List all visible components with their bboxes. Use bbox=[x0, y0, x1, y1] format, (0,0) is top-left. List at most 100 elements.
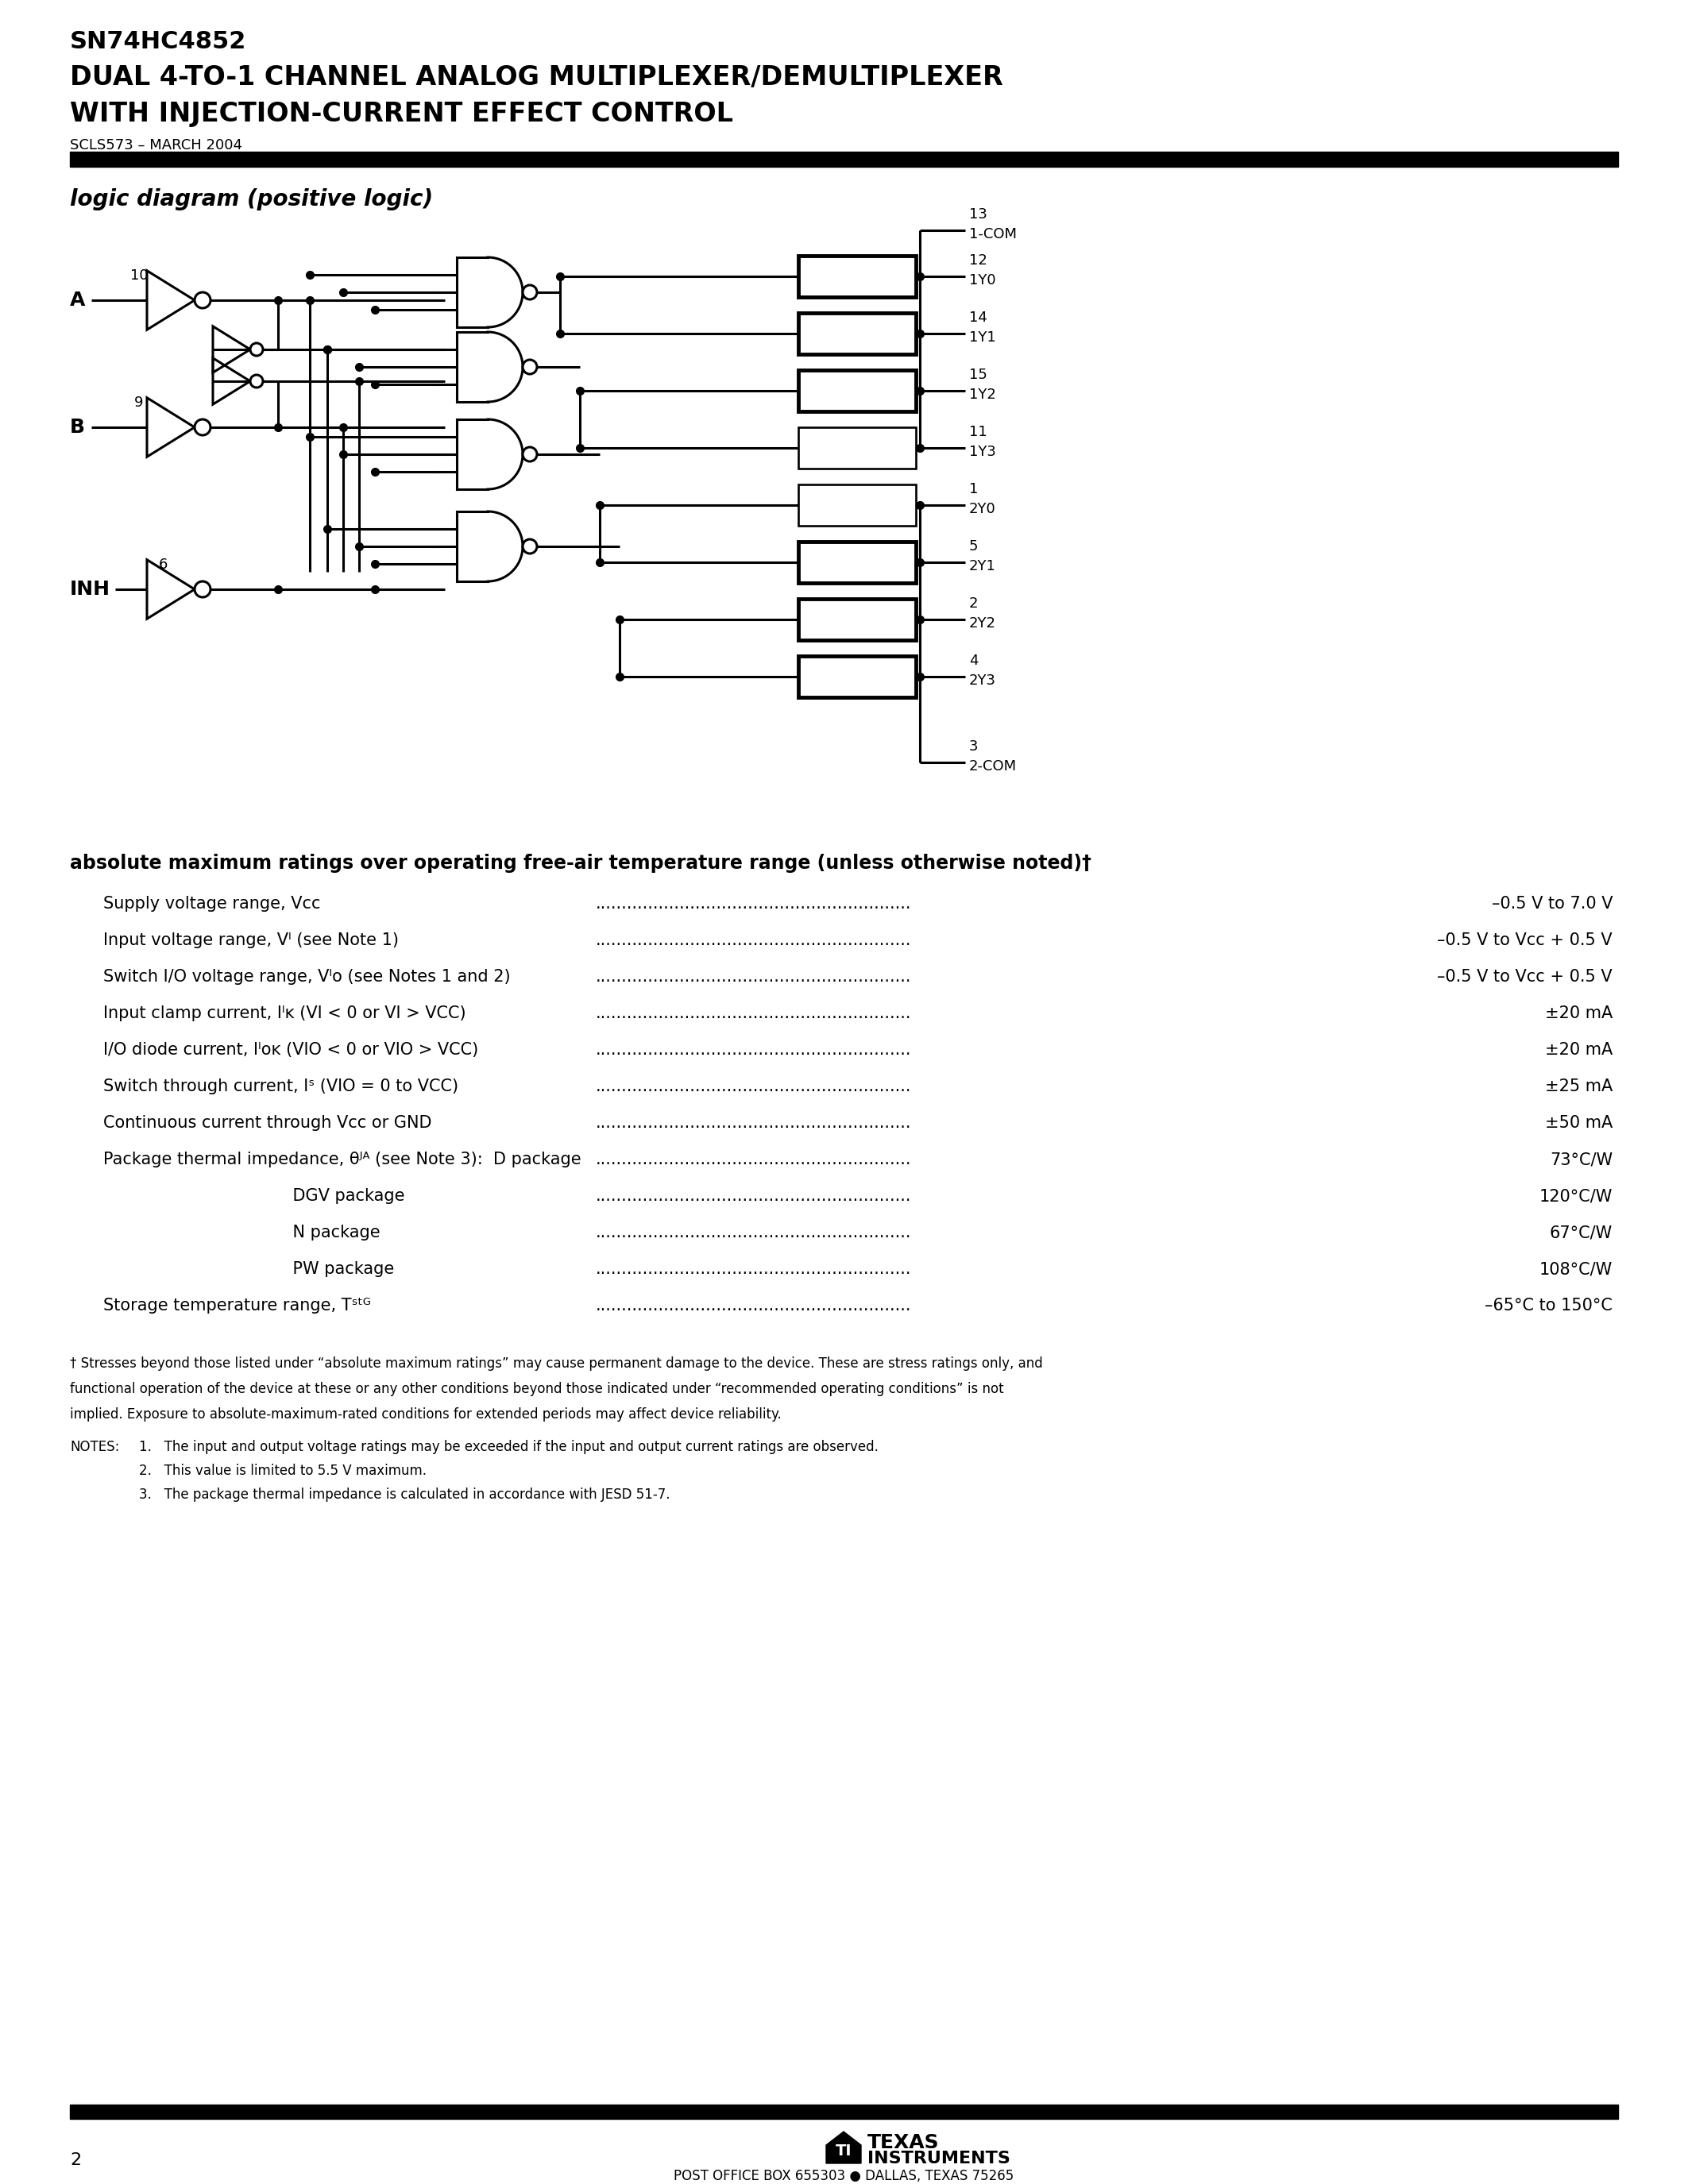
Text: SCLS573 – MARCH 2004: SCLS573 – MARCH 2004 bbox=[69, 138, 243, 153]
Text: logic diagram (positive logic): logic diagram (positive logic) bbox=[69, 188, 434, 210]
Text: ............................................................: ........................................… bbox=[596, 1260, 912, 1278]
Text: 9: 9 bbox=[135, 395, 143, 411]
Text: 5: 5 bbox=[969, 539, 979, 553]
Text: Supply voltage range, Vᴄᴄ: Supply voltage range, Vᴄᴄ bbox=[103, 895, 321, 911]
Text: 1Y1: 1Y1 bbox=[969, 330, 996, 345]
Text: INSTRUMENTS: INSTRUMENTS bbox=[868, 2151, 1011, 2167]
Text: ±20 mA: ±20 mA bbox=[1545, 1042, 1612, 1057]
Text: I/O diode current, Iᴵᴏᴋ (VIO < 0 or VIO > VCC): I/O diode current, Iᴵᴏᴋ (VIO < 0 or VIO … bbox=[103, 1042, 478, 1057]
Bar bbox=[798, 598, 917, 640]
Text: DGV package: DGV package bbox=[103, 1188, 405, 1203]
Text: absolute maximum ratings over operating free-air temperature range (unless other: absolute maximum ratings over operating … bbox=[69, 854, 1092, 874]
Text: 1Y3: 1Y3 bbox=[969, 446, 996, 459]
Text: ............................................................: ........................................… bbox=[596, 1005, 912, 1022]
Text: 2Y1: 2Y1 bbox=[969, 559, 996, 574]
Text: 3.   The package thermal impedance is calculated in accordance with JESD 51-7.: 3. The package thermal impedance is calc… bbox=[138, 1487, 670, 1503]
Text: 14: 14 bbox=[969, 310, 987, 325]
Circle shape bbox=[250, 343, 263, 356]
Text: 1Y0: 1Y0 bbox=[969, 273, 996, 288]
Text: 120°C/W: 120°C/W bbox=[1539, 1188, 1612, 1203]
Bar bbox=[69, 151, 1619, 166]
Text: 108°C/W: 108°C/W bbox=[1539, 1260, 1612, 1278]
Text: ............................................................: ........................................… bbox=[596, 933, 912, 948]
Text: functional operation of the device at these or any other conditions beyond those: functional operation of the device at th… bbox=[69, 1382, 1004, 1396]
Text: –65°C to 150°C: –65°C to 150°C bbox=[1485, 1297, 1612, 1313]
Circle shape bbox=[523, 539, 537, 553]
Text: Storage temperature range, Tˢᵗᴳ: Storage temperature range, Tˢᵗᴳ bbox=[103, 1297, 371, 1313]
Text: 2Y2: 2Y2 bbox=[969, 616, 996, 631]
Text: Input clamp current, Iᴵᴋ (VI < 0 or VI > VCC): Input clamp current, Iᴵᴋ (VI < 0 or VI >… bbox=[103, 1005, 466, 1022]
Text: ............................................................: ........................................… bbox=[596, 1188, 912, 1203]
Text: ............................................................: ........................................… bbox=[596, 1116, 912, 1131]
Text: 10: 10 bbox=[130, 269, 149, 282]
Text: implied. Exposure to absolute-maximum-rated conditions for extended periods may : implied. Exposure to absolute-maximum-ra… bbox=[69, 1406, 782, 1422]
Text: 2-COM: 2-COM bbox=[969, 760, 1016, 773]
Text: ............................................................: ........................................… bbox=[596, 895, 912, 911]
Text: DUAL 4-TO-1 CHANNEL ANALOG MULTIPLEXER/DEMULTIPLEXER: DUAL 4-TO-1 CHANNEL ANALOG MULTIPLEXER/D… bbox=[69, 63, 1003, 90]
Text: INH: INH bbox=[69, 579, 110, 598]
Bar bbox=[798, 485, 917, 526]
Text: –0.5 V to Vᴄᴄ + 0.5 V: –0.5 V to Vᴄᴄ + 0.5 V bbox=[1436, 970, 1612, 985]
Text: –0.5 V to 7.0 V: –0.5 V to 7.0 V bbox=[1492, 895, 1612, 911]
Bar bbox=[798, 542, 917, 583]
Text: 67°C/W: 67°C/W bbox=[1550, 1225, 1612, 1241]
Text: –0.5 V to Vᴄᴄ + 0.5 V: –0.5 V to Vᴄᴄ + 0.5 V bbox=[1436, 933, 1612, 948]
Text: 12: 12 bbox=[969, 253, 987, 269]
Text: ±50 mA: ±50 mA bbox=[1545, 1116, 1612, 1131]
Text: ............................................................: ........................................… bbox=[596, 1079, 912, 1094]
Text: 2.   This value is limited to 5.5 V maximum.: 2. This value is limited to 5.5 V maximu… bbox=[138, 1463, 427, 1479]
Text: TI: TI bbox=[836, 2145, 852, 2160]
Text: 15: 15 bbox=[969, 367, 987, 382]
Text: Continuous current through Vᴄᴄ or GND: Continuous current through Vᴄᴄ or GND bbox=[103, 1116, 432, 1131]
Bar bbox=[798, 428, 917, 470]
Text: 73°C/W: 73°C/W bbox=[1550, 1151, 1612, 1168]
Text: B: B bbox=[69, 417, 84, 437]
Bar bbox=[798, 312, 917, 354]
Circle shape bbox=[523, 360, 537, 373]
Text: A: A bbox=[69, 290, 86, 310]
Text: WITH INJECTION-CURRENT EFFECT CONTROL: WITH INJECTION-CURRENT EFFECT CONTROL bbox=[69, 100, 733, 127]
Circle shape bbox=[250, 376, 263, 387]
Text: 1: 1 bbox=[969, 483, 977, 496]
Text: 2: 2 bbox=[969, 596, 979, 612]
Text: † Stresses beyond those listed under “absolute maximum ratings” may cause perman: † Stresses beyond those listed under “ab… bbox=[69, 1356, 1043, 1372]
Text: Input voltage range, Vᴵ (see Note 1): Input voltage range, Vᴵ (see Note 1) bbox=[103, 933, 398, 948]
Polygon shape bbox=[825, 2132, 861, 2164]
Text: 2Y3: 2Y3 bbox=[969, 673, 996, 688]
Text: 11: 11 bbox=[969, 426, 987, 439]
Text: Switch I/O voltage range, Vᴵᴏ (see Notes 1 and 2): Switch I/O voltage range, Vᴵᴏ (see Notes… bbox=[103, 970, 510, 985]
Text: 1-COM: 1-COM bbox=[969, 227, 1016, 242]
Text: ............................................................: ........................................… bbox=[596, 1297, 912, 1313]
Text: NOTES:: NOTES: bbox=[69, 1439, 120, 1455]
Text: ±20 mA: ±20 mA bbox=[1545, 1005, 1612, 1022]
Text: 6: 6 bbox=[159, 557, 167, 572]
Circle shape bbox=[523, 448, 537, 461]
Text: 2Y0: 2Y0 bbox=[969, 502, 996, 515]
Text: Switch through current, Iˢ (VIO = 0 to VCC): Switch through current, Iˢ (VIO = 0 to V… bbox=[103, 1079, 459, 1094]
Bar bbox=[69, 2105, 1619, 2118]
Text: 1.   The input and output voltage ratings may be exceeded if the input and outpu: 1. The input and output voltage ratings … bbox=[138, 1439, 878, 1455]
Text: ±25 mA: ±25 mA bbox=[1545, 1079, 1612, 1094]
Text: ............................................................: ........................................… bbox=[596, 1225, 912, 1241]
Circle shape bbox=[194, 293, 211, 308]
Bar bbox=[798, 256, 917, 297]
Text: TEXAS: TEXAS bbox=[868, 2134, 940, 2151]
Text: SN74HC4852: SN74HC4852 bbox=[69, 31, 246, 52]
Text: 2: 2 bbox=[69, 2151, 81, 2169]
Text: ............................................................: ........................................… bbox=[596, 970, 912, 985]
Bar bbox=[798, 369, 917, 411]
Circle shape bbox=[194, 581, 211, 596]
Text: POST OFFICE BOX 655303 ● DALLAS, TEXAS 75265: POST OFFICE BOX 655303 ● DALLAS, TEXAS 7… bbox=[674, 2169, 1014, 2184]
Text: N package: N package bbox=[103, 1225, 380, 1241]
Text: Package thermal impedance, θᴶᴬ (see Note 3):  D package: Package thermal impedance, θᴶᴬ (see Note… bbox=[103, 1151, 581, 1168]
Text: 1Y2: 1Y2 bbox=[969, 387, 996, 402]
Text: 4: 4 bbox=[969, 653, 979, 668]
Bar bbox=[798, 655, 917, 697]
Circle shape bbox=[523, 286, 537, 299]
Text: ............................................................: ........................................… bbox=[596, 1151, 912, 1168]
Text: 13: 13 bbox=[969, 207, 987, 221]
Circle shape bbox=[194, 419, 211, 435]
Text: ............................................................: ........................................… bbox=[596, 1042, 912, 1057]
Text: 3: 3 bbox=[969, 740, 979, 753]
Text: PW package: PW package bbox=[103, 1260, 395, 1278]
